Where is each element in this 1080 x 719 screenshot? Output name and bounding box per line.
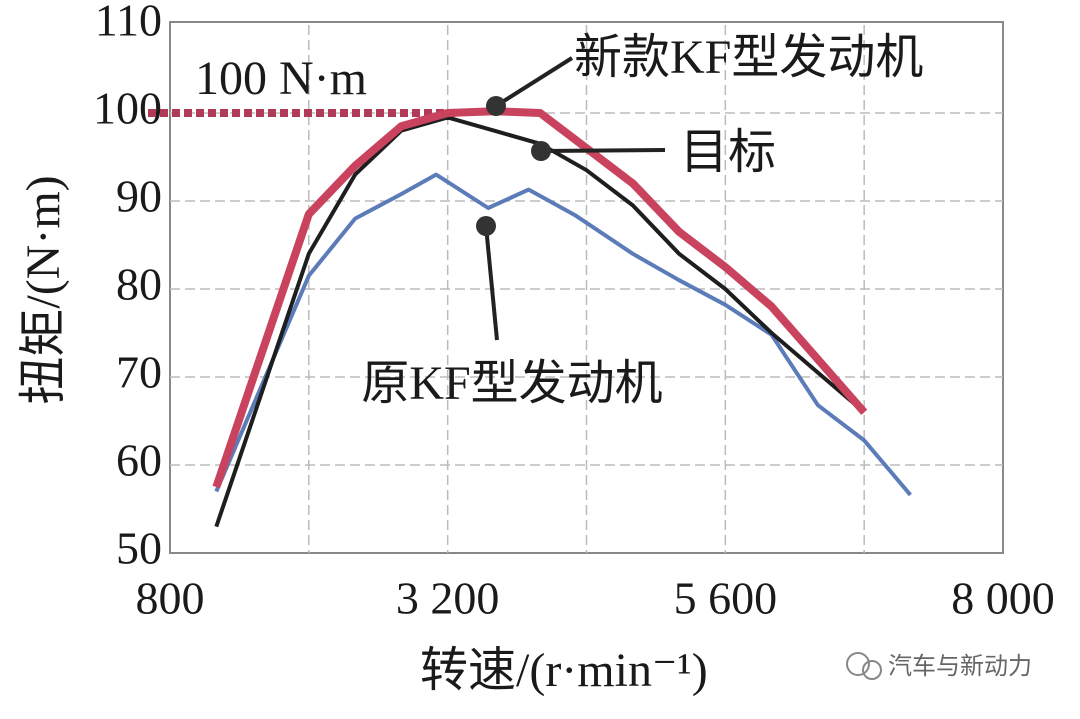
leader-line xyxy=(484,225,499,341)
leader-dot xyxy=(486,96,506,116)
watermark: 汽车与新动力 xyxy=(888,652,1032,680)
series-line xyxy=(214,115,866,528)
leader-dot xyxy=(531,141,551,161)
reference-label: 100 N·m xyxy=(195,52,367,105)
legend-label: 原KF型发动机 xyxy=(361,357,662,410)
y-tick-label: 60 xyxy=(116,435,162,486)
x-axis-label: 转速/(r·min⁻¹) xyxy=(420,644,708,697)
leader-line xyxy=(494,56,574,108)
legend-label: 目标 xyxy=(680,126,776,179)
series-line xyxy=(212,107,868,489)
leader-dot xyxy=(476,216,496,236)
y-tick-label: 100 xyxy=(93,83,162,134)
x-tick-label: 8 000 xyxy=(951,573,1055,624)
y-tick-label: 50 xyxy=(116,523,162,574)
x-tick-label: 3 200 xyxy=(396,573,500,624)
watermark-icon xyxy=(846,652,882,680)
y-tick-label: 70 xyxy=(116,347,162,398)
x-tick-label: 5 600 xyxy=(674,573,778,624)
y-tick-label: 110 xyxy=(95,0,162,46)
series-line xyxy=(214,172,912,497)
y-axis-label: 扭矩/(N·m) xyxy=(17,175,70,404)
y-tick-label: 90 xyxy=(116,171,162,222)
x-tick-label: 800 xyxy=(136,573,205,624)
legend-label: 新款KF型发动机 xyxy=(574,31,923,84)
leader-line xyxy=(540,148,666,153)
y-tick-label: 80 xyxy=(116,259,162,310)
